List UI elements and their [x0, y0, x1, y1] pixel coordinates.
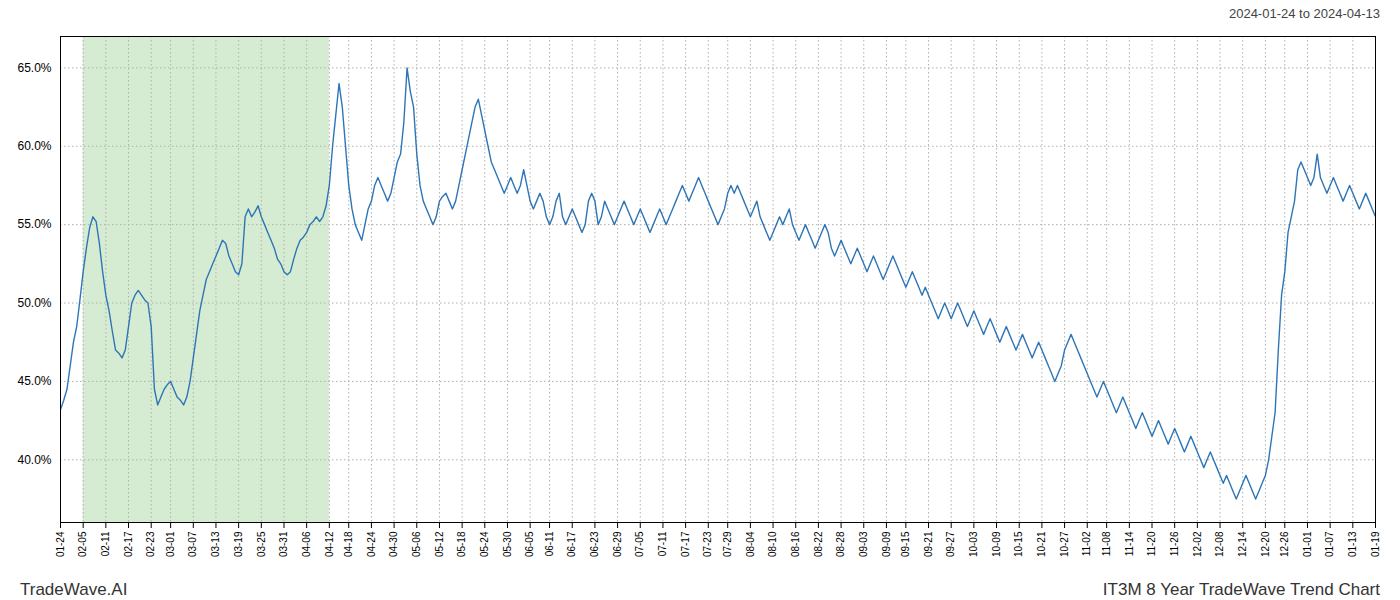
svg-text:11-26: 11-26	[1169, 531, 1180, 556]
svg-text:01-01: 01-01	[1302, 531, 1313, 557]
svg-text:04-12: 04-12	[324, 531, 335, 557]
svg-text:01-13: 01-13	[1347, 531, 1358, 557]
svg-text:12-02: 12-02	[1192, 531, 1203, 557]
svg-text:12-14: 12-14	[1237, 531, 1248, 557]
svg-text:12-08: 12-08	[1214, 531, 1225, 557]
svg-text:06-29: 06-29	[612, 531, 623, 557]
svg-text:11-20: 11-20	[1146, 531, 1157, 556]
svg-text:06-17: 06-17	[566, 531, 577, 557]
svg-text:04-06: 04-06	[301, 531, 312, 557]
html-text:2024-01-24 to 2024-04-13: 2024-01-24 to 2024-04-13	[1228, 6, 1380, 21]
svg-text:03-13: 03-13	[210, 531, 221, 557]
svg-text:45.0%: 45.0%	[17, 374, 51, 388]
svg-text:55.0%: 55.0%	[17, 217, 51, 231]
svg-text:02-17: 02-17	[123, 531, 134, 557]
svg-text:40.0%: 40.0%	[17, 453, 51, 467]
svg-text:10-09: 10-09	[991, 531, 1002, 557]
svg-text:07-11: 07-11	[657, 531, 668, 556]
svg-text:01-24: 01-24	[55, 531, 66, 557]
svg-text:06-23: 06-23	[589, 531, 600, 557]
svg-text:03-01: 03-01	[165, 531, 176, 557]
svg-text:07-23: 07-23	[702, 531, 713, 557]
svg-text:07-05: 07-05	[634, 531, 645, 557]
svg-text:12-20: 12-20	[1260, 531, 1271, 557]
svg-text:06-11: 06-11	[544, 531, 555, 556]
svg-text:07-29: 07-29	[722, 531, 733, 557]
html-text:TradeWave.AI: TradeWave.AI	[20, 580, 128, 599]
svg-text:08-10: 08-10	[767, 531, 778, 557]
svg-text:10-03: 10-03	[968, 531, 979, 557]
svg-text:11-14: 11-14	[1124, 531, 1135, 556]
svg-text:02-23: 02-23	[145, 531, 156, 557]
svg-text:01-07: 01-07	[1324, 531, 1335, 557]
svg-text:08-04: 08-04	[745, 531, 756, 557]
svg-text:09-27: 09-27	[945, 531, 956, 557]
svg-text:03-31: 03-31	[278, 531, 289, 557]
svg-text:12-26: 12-26	[1279, 531, 1290, 557]
svg-text:03-25: 03-25	[256, 531, 267, 557]
svg-text:09-15: 09-15	[900, 531, 911, 557]
svg-text:09-21: 09-21	[923, 531, 934, 557]
svg-text:04-24: 04-24	[366, 531, 377, 557]
svg-text:05-30: 05-30	[502, 531, 513, 557]
svg-text:05-06: 05-06	[411, 531, 422, 557]
svg-text:08-16: 08-16	[790, 531, 801, 557]
svg-text:10-15: 10-15	[1013, 531, 1024, 557]
svg-text:06-05: 06-05	[524, 531, 535, 557]
svg-text:11-02: 11-02	[1081, 531, 1092, 556]
svg-text:50.0%: 50.0%	[17, 296, 51, 310]
svg-text:04-30: 04-30	[388, 531, 399, 557]
svg-text:03-19: 03-19	[233, 531, 244, 557]
svg-text:08-28: 08-28	[835, 531, 846, 557]
html-text:IT3M 8 Year TradeWave Trend Ch: IT3M 8 Year TradeWave Trend Chart	[1102, 580, 1380, 599]
svg-text:02-11: 02-11	[100, 531, 111, 556]
svg-text:01-19: 01-19	[1370, 531, 1381, 557]
svg-text:07-17: 07-17	[680, 531, 691, 557]
svg-text:05-12: 05-12	[434, 531, 445, 557]
svg-text:60.0%: 60.0%	[17, 139, 51, 153]
svg-text:05-18: 05-18	[456, 531, 467, 557]
svg-text:11-08: 11-08	[1101, 531, 1112, 556]
svg-text:10-21: 10-21	[1036, 531, 1047, 557]
svg-text:65.0%: 65.0%	[17, 61, 51, 75]
svg-text:10-27: 10-27	[1059, 531, 1070, 557]
svg-text:09-03: 09-03	[858, 531, 869, 557]
svg-text:04-18: 04-18	[343, 531, 354, 557]
svg-text:09-09: 09-09	[881, 531, 892, 557]
svg-text:03-07: 03-07	[187, 531, 198, 557]
svg-text:02-05: 02-05	[77, 531, 88, 557]
svg-text:05-24: 05-24	[479, 531, 490, 557]
svg-text:08-22: 08-22	[813, 531, 824, 557]
